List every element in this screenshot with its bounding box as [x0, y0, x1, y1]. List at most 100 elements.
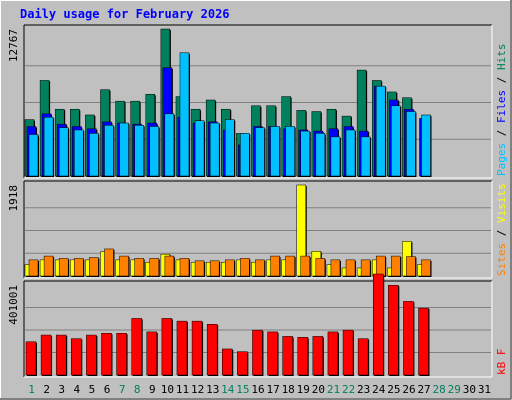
legend-entry: Visits — [495, 183, 508, 223]
day-label-20: 20 — [312, 383, 325, 396]
bar-pages-day-12 — [194, 120, 205, 177]
day-label-1: 1 — [28, 383, 35, 396]
day-label-12: 12 — [191, 383, 204, 396]
bar-sites-day-20 — [315, 258, 326, 277]
bar-sites-day-13 — [209, 260, 220, 277]
bar-sites-day-3 — [58, 258, 69, 277]
legend-entry: Pages — [495, 143, 508, 176]
bar-sites-day-27 — [421, 259, 431, 277]
bar-sites-day-26 — [406, 256, 416, 277]
bar-pages-day-15 — [240, 133, 250, 177]
day-label-16: 16 — [251, 383, 264, 396]
chart-title: Daily usage for February 2026 — [20, 7, 230, 21]
bar-kb-f-day-17 — [267, 331, 278, 376]
legend-entry: Files — [495, 90, 508, 123]
panel-legend: Pages / Files / Hits — [495, 44, 508, 177]
bar-kb-f-day-2 — [40, 334, 52, 376]
bar-sites-day-14 — [225, 259, 235, 277]
day-label-17: 17 — [266, 383, 279, 396]
day-label-31: 31 — [478, 383, 491, 396]
bar-sites-day-23 — [360, 259, 371, 277]
day-label-25: 25 — [387, 383, 400, 396]
bar-kb-f-day-24 — [372, 273, 384, 376]
bar-pages-day-8 — [134, 125, 144, 177]
bar-pages-day-1 — [28, 134, 39, 177]
legend-entry: Sites — [495, 243, 508, 276]
bar-sites-day-16 — [255, 259, 265, 277]
day-label-2: 2 — [43, 383, 50, 396]
bar-kb-f-day-12 — [191, 320, 203, 376]
day-label-7: 7 — [119, 383, 126, 396]
bar-kb-f-day-13 — [206, 324, 218, 376]
bar-kb-f-day-27 — [418, 307, 429, 376]
bar-pages-day-23 — [360, 136, 371, 177]
bar-pages-day-13 — [209, 122, 220, 177]
bar-kb-f-day-21 — [327, 331, 339, 376]
bar-sites-day-10 — [164, 255, 175, 277]
legend-entry: Hits — [495, 44, 508, 71]
bar-kb-f-day-16 — [252, 329, 263, 376]
bar-pages-day-18 — [285, 126, 295, 177]
bar-pages-day-27 — [421, 114, 431, 177]
chart-panels: 12767 Pages / Files / Hits 1918 Sites / Vis… — [7, 24, 508, 378]
bar-sites-day-4 — [74, 258, 84, 277]
bar-kb-f-day-9 — [146, 331, 158, 376]
bar-kb-f-day-3 — [55, 334, 67, 376]
panel-max-label: 401001 — [7, 285, 20, 325]
day-label-13: 13 — [206, 383, 219, 396]
day-label-24: 24 — [372, 383, 386, 396]
day-label-22: 22 — [342, 383, 355, 396]
day-label-8: 8 — [134, 383, 141, 396]
day-label-18: 18 — [282, 383, 295, 396]
bar-pages-day-19 — [300, 130, 310, 177]
bar-kb-f-day-23 — [357, 338, 369, 376]
day-label-19: 19 — [297, 383, 310, 396]
bar-pages-day-25 — [391, 105, 401, 177]
bar-pages-day-7 — [119, 122, 129, 177]
bar-kb-f-day-22 — [342, 329, 354, 376]
bar-sites-day-25 — [391, 255, 401, 277]
bar-kb-f-day-14 — [222, 348, 233, 376]
day-label-10: 10 — [161, 383, 174, 396]
legend-entry: kB F — [495, 349, 508, 376]
bar-sites-day-19 — [300, 255, 310, 277]
day-label-14: 14 — [221, 383, 235, 396]
bar-kb-f-day-20 — [312, 336, 324, 376]
bar-pages-day-10 — [164, 113, 175, 177]
bar-pages-day-17 — [270, 126, 280, 177]
day-label-30: 30 — [463, 383, 476, 396]
day-label-23: 23 — [357, 383, 370, 396]
panel-max-label: 12767 — [7, 29, 20, 62]
panel-legend: Sites / Visits — [495, 183, 508, 276]
bar-pages-day-14 — [225, 119, 235, 177]
bar-kb-f-day-8 — [131, 318, 142, 376]
bar-kb-f-day-4 — [71, 338, 82, 376]
legend-entry: / — [495, 123, 508, 143]
bar-kb-f-day-18 — [282, 336, 293, 376]
bar-sites-day-11 — [179, 258, 190, 277]
day-label-11: 11 — [176, 383, 189, 396]
bar-pages-day-11 — [179, 52, 190, 177]
day-label-3: 3 — [58, 383, 65, 396]
bar-sites-day-1 — [28, 259, 39, 277]
bar-kb-f-day-19 — [297, 337, 308, 376]
day-label-15: 15 — [236, 383, 249, 396]
bar-pages-day-2 — [43, 117, 54, 177]
day-label-4: 4 — [74, 383, 81, 396]
bar-pages-day-16 — [255, 127, 265, 177]
bar-sites-day-7 — [119, 255, 129, 277]
bar-sites-day-24 — [375, 255, 386, 277]
day-label-26: 26 — [402, 383, 415, 396]
bar-kb-f-day-11 — [176, 320, 188, 376]
bar-pages-day-9 — [149, 126, 160, 177]
bar-kb-f-day-25 — [388, 284, 399, 376]
bar-pages-day-3 — [58, 127, 69, 177]
day-label-5: 5 — [89, 383, 96, 396]
panel-legend: kB F — [495, 349, 508, 376]
panel-hits-files-pages: 12767 Pages / Files / Hits — [7, 24, 508, 179]
bar-kb-f-day-26 — [403, 301, 414, 376]
bar-kb-f-day-15 — [237, 351, 248, 376]
bar-pages-day-22 — [345, 129, 356, 177]
bar-sites-day-8 — [134, 258, 144, 277]
